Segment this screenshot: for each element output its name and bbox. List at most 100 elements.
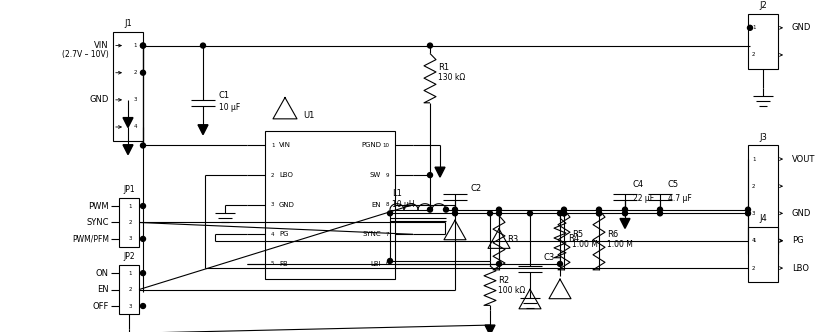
Circle shape xyxy=(496,211,501,216)
Text: R4: R4 xyxy=(567,233,579,242)
Text: J4: J4 xyxy=(758,214,766,223)
Circle shape xyxy=(657,211,662,216)
Text: PG: PG xyxy=(791,236,802,245)
Text: SYNC: SYNC xyxy=(362,231,381,237)
Text: FB: FB xyxy=(279,261,287,267)
Circle shape xyxy=(596,211,601,216)
Text: 10 μF: 10 μF xyxy=(219,104,240,113)
Circle shape xyxy=(622,211,627,216)
Polygon shape xyxy=(123,118,132,127)
Text: 6: 6 xyxy=(385,261,388,266)
Text: 1: 1 xyxy=(128,271,132,276)
Text: 1.00 M: 1.00 M xyxy=(606,240,632,249)
Text: 4: 4 xyxy=(133,124,137,129)
Text: L1: L1 xyxy=(392,189,402,198)
Circle shape xyxy=(452,211,457,216)
Bar xyxy=(265,131,394,279)
Bar xyxy=(747,227,777,282)
Text: 1.00 M: 1.00 M xyxy=(571,240,597,249)
Circle shape xyxy=(140,303,146,308)
Text: C4: C4 xyxy=(633,181,643,190)
Circle shape xyxy=(596,211,601,216)
Text: GND: GND xyxy=(89,95,108,104)
Circle shape xyxy=(487,211,492,216)
Text: J3: J3 xyxy=(758,132,766,141)
Text: ON: ON xyxy=(96,269,108,278)
Circle shape xyxy=(744,207,749,212)
Circle shape xyxy=(427,207,432,212)
Text: GND: GND xyxy=(279,202,295,208)
Text: R6: R6 xyxy=(606,230,618,239)
Polygon shape xyxy=(198,125,208,135)
Text: 1: 1 xyxy=(271,143,274,148)
Text: R3: R3 xyxy=(507,235,518,244)
Text: 1: 1 xyxy=(751,238,754,243)
Polygon shape xyxy=(123,145,132,155)
Text: PWM/PFM: PWM/PFM xyxy=(72,234,108,243)
Circle shape xyxy=(747,25,752,30)
Bar xyxy=(119,265,139,314)
Bar xyxy=(747,145,777,254)
Text: PG: PG xyxy=(279,231,288,237)
Bar xyxy=(119,198,139,247)
Text: 7: 7 xyxy=(385,232,388,237)
Text: LBO: LBO xyxy=(279,172,292,178)
Text: 4: 4 xyxy=(751,238,754,243)
Bar xyxy=(747,14,777,68)
Text: R1: R1 xyxy=(437,63,449,72)
Text: 10 μH: 10 μH xyxy=(392,200,414,209)
Circle shape xyxy=(140,43,146,48)
Circle shape xyxy=(140,271,146,276)
Text: GND: GND xyxy=(791,209,811,218)
Text: R5: R5 xyxy=(571,230,582,239)
Text: C1: C1 xyxy=(219,91,230,100)
Text: 3: 3 xyxy=(128,303,132,308)
Text: SYNC: SYNC xyxy=(86,218,108,227)
Circle shape xyxy=(596,207,601,212)
Circle shape xyxy=(387,259,392,263)
Text: 3: 3 xyxy=(751,211,754,216)
Text: R2: R2 xyxy=(498,276,508,285)
Circle shape xyxy=(200,43,205,48)
Text: 3: 3 xyxy=(271,202,274,207)
Circle shape xyxy=(561,207,566,212)
Circle shape xyxy=(427,43,432,48)
Polygon shape xyxy=(619,218,629,228)
Text: OFF: OFF xyxy=(93,301,108,310)
Circle shape xyxy=(527,211,532,216)
Circle shape xyxy=(140,236,146,241)
Text: 3: 3 xyxy=(128,236,132,241)
Text: 4: 4 xyxy=(271,232,274,237)
Circle shape xyxy=(657,207,662,212)
Text: 3: 3 xyxy=(133,97,137,102)
Text: 5: 5 xyxy=(271,261,274,266)
Circle shape xyxy=(556,211,562,216)
Text: 1: 1 xyxy=(128,204,132,208)
Text: JP1: JP1 xyxy=(123,185,135,194)
Circle shape xyxy=(443,207,448,212)
Polygon shape xyxy=(435,167,445,177)
Text: 1: 1 xyxy=(751,25,754,30)
Text: 4.7 μF: 4.7 μF xyxy=(667,194,691,203)
Circle shape xyxy=(452,207,457,212)
Text: PGND: PGND xyxy=(360,142,381,148)
Circle shape xyxy=(387,211,392,216)
Text: 2: 2 xyxy=(751,52,754,57)
Text: 2: 2 xyxy=(751,184,754,189)
Text: SW: SW xyxy=(369,172,381,178)
Text: 9: 9 xyxy=(385,173,388,178)
Circle shape xyxy=(744,211,749,216)
Text: 2: 2 xyxy=(128,287,132,292)
Text: U1: U1 xyxy=(303,112,314,121)
Bar xyxy=(113,32,142,140)
Text: 2: 2 xyxy=(751,266,754,271)
Circle shape xyxy=(496,207,501,212)
Circle shape xyxy=(622,207,627,212)
Text: (2.7V – 10V): (2.7V – 10V) xyxy=(62,50,108,59)
Text: 130 kΩ: 130 kΩ xyxy=(437,73,465,82)
Circle shape xyxy=(561,211,566,216)
Text: 8: 8 xyxy=(385,202,388,207)
Circle shape xyxy=(140,204,146,208)
Text: EN: EN xyxy=(371,202,381,208)
Text: 22 μF: 22 μF xyxy=(633,194,653,203)
